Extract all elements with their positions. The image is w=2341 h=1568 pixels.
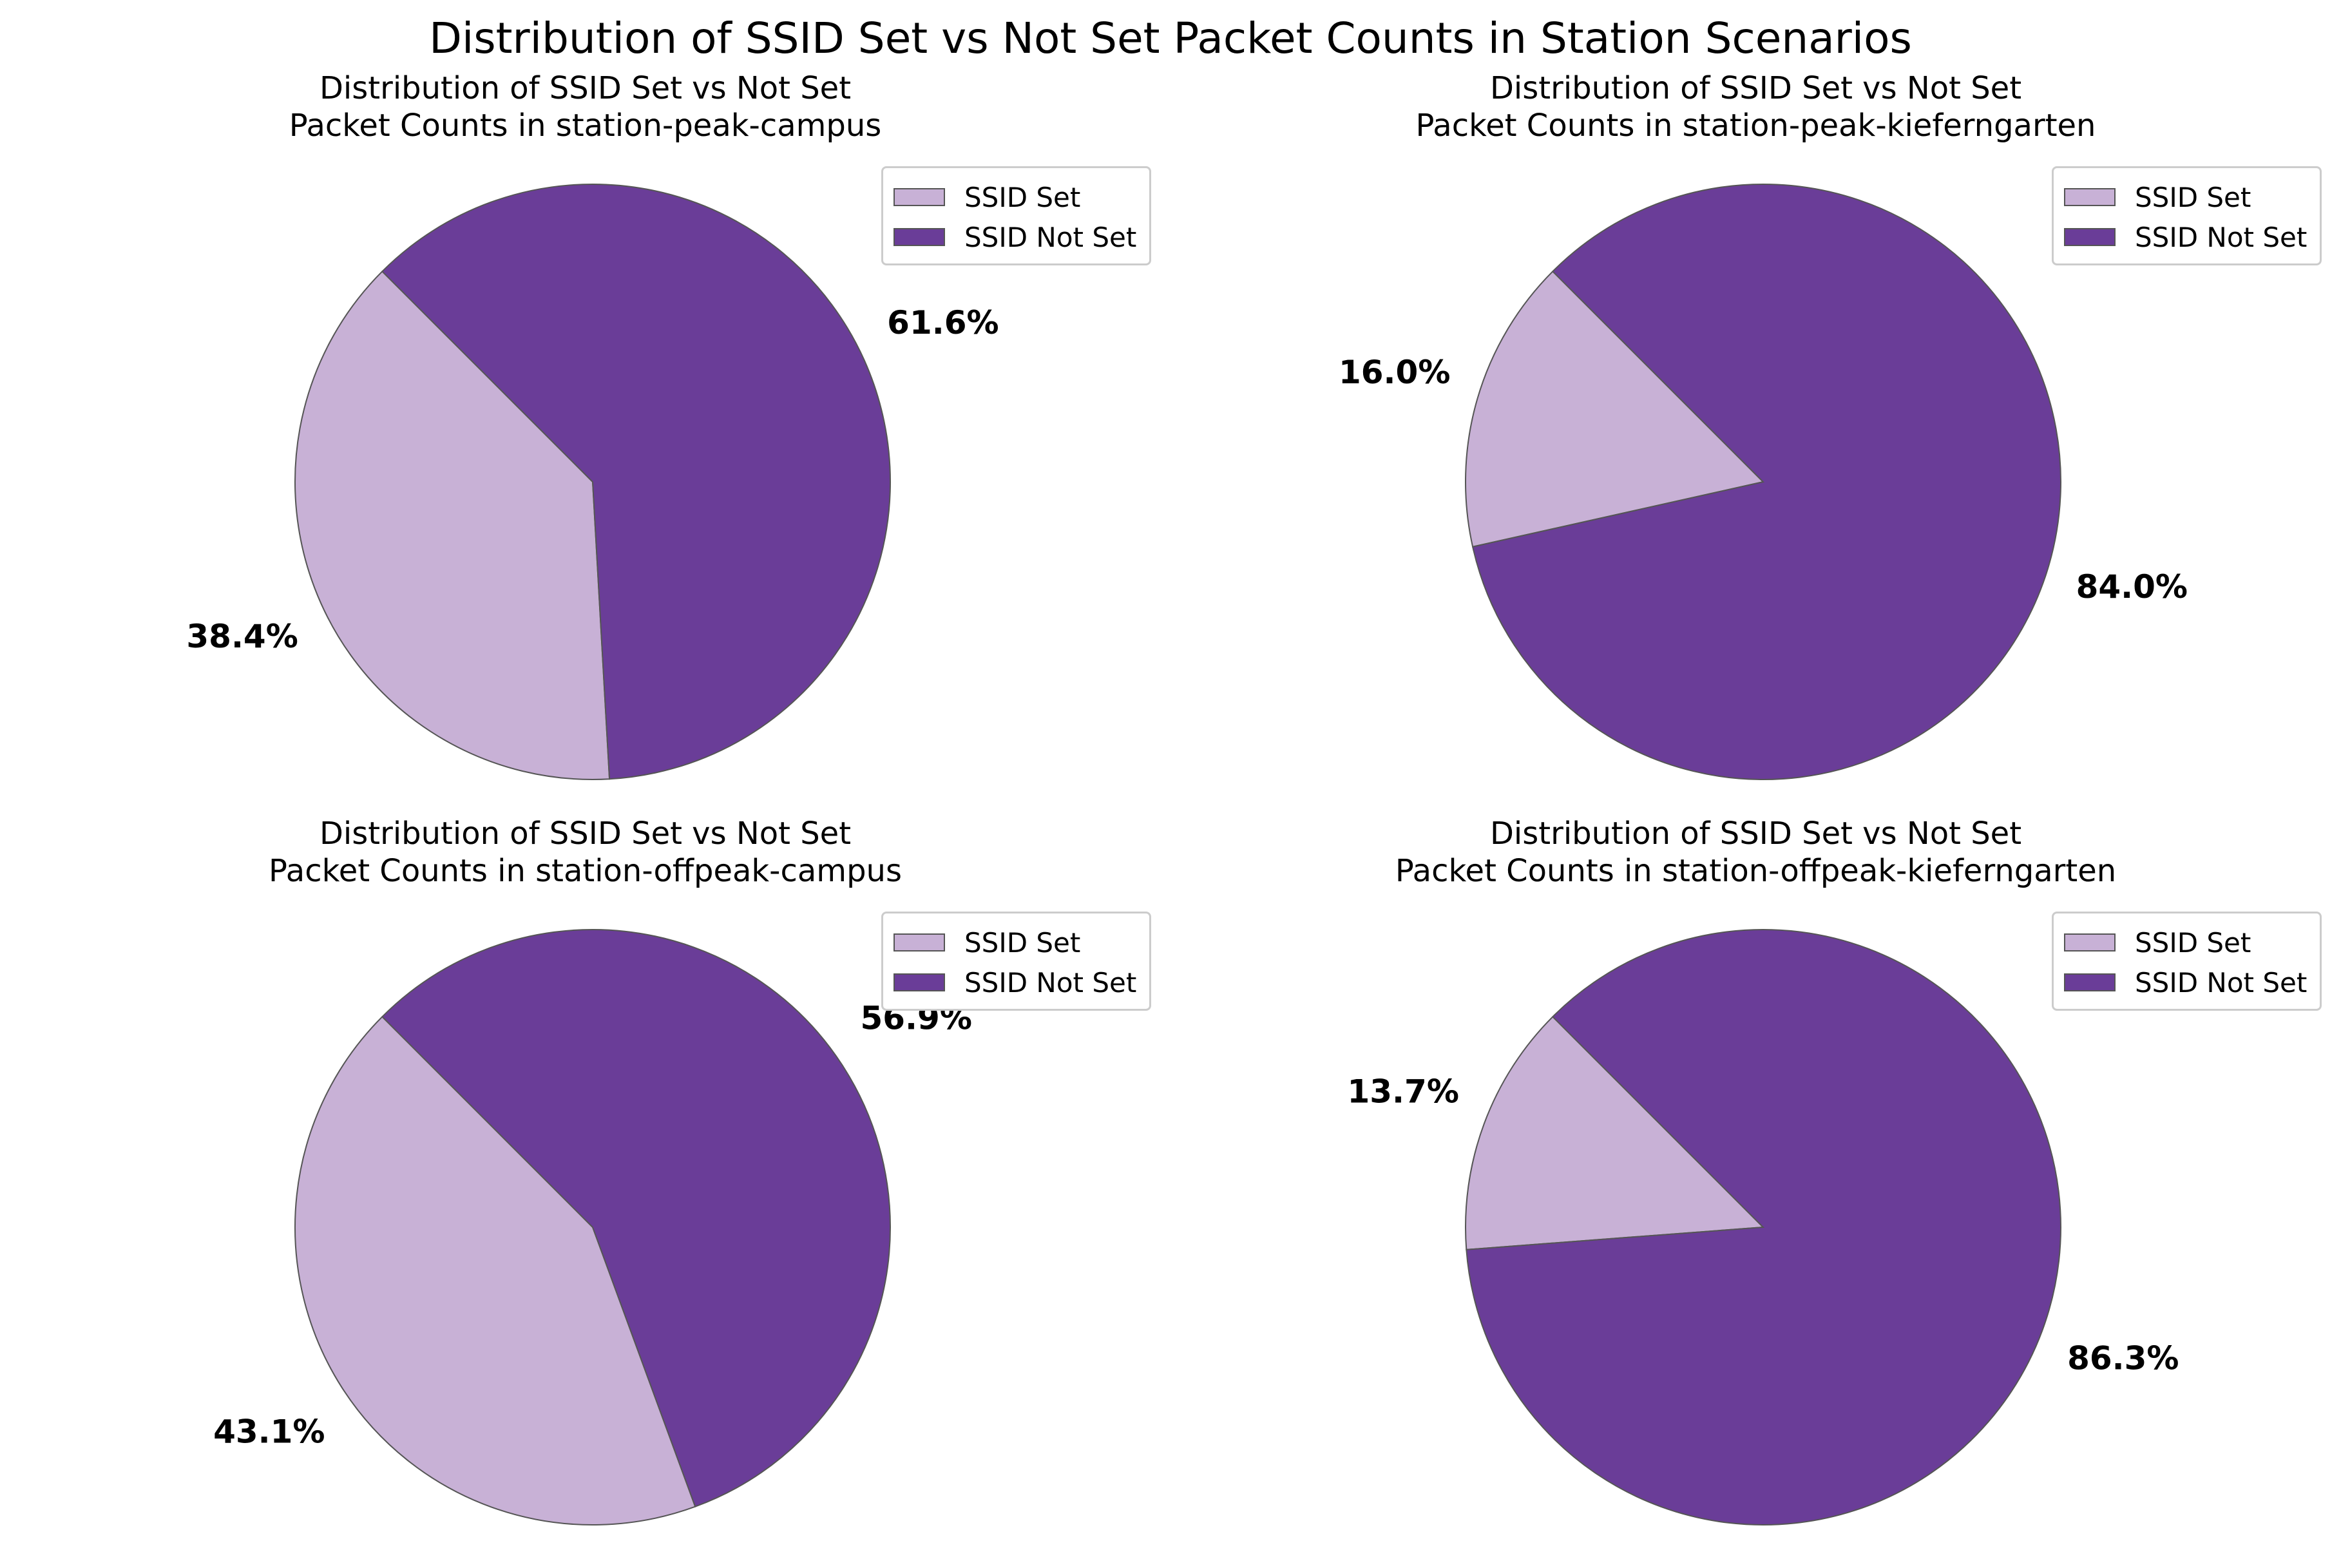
pie-chart: 16.0% 84.0% xyxy=(1339,184,2188,781)
pie-value-label: 13.7% xyxy=(1347,1073,1458,1110)
pie-chart: 38.4% 61.6% xyxy=(186,184,999,780)
pie-slice-ssid-not-set xyxy=(381,929,891,1507)
pie-slice-ssid-not-set xyxy=(1466,929,2061,1525)
pie-value-label: 43.1% xyxy=(213,1413,325,1450)
legend-entry-ssid-set: SSID Set xyxy=(893,923,1136,962)
pie-slice-ssid-not-set xyxy=(1471,184,2061,781)
legend-swatch-ssid-not-set xyxy=(893,973,945,991)
panel-title: Distribution of SSID Set vs Not Set Pack… xyxy=(0,70,1170,144)
legend-label: SSID Not Set xyxy=(2135,966,2308,999)
legend-entry-ssid-set: SSID Set xyxy=(2064,923,2307,962)
legend-entry-ssid-set: SSID Set xyxy=(893,177,1136,217)
pie-chart: 13.7% 86.3% xyxy=(1347,929,2179,1525)
legend-swatch-ssid-set xyxy=(2064,188,2116,206)
panel-title: Distribution of SSID Set vs Not Set Pack… xyxy=(1170,70,2341,144)
legend-label: SSID Set xyxy=(964,181,1081,213)
panel-title-line1: Distribution of SSID Set vs Not Set xyxy=(319,70,852,106)
legend-label: SSID Not Set xyxy=(964,966,1137,999)
legend: SSID Set SSID Not Set xyxy=(2052,912,2322,1011)
pie-panel-offpeak-kieferngarten: Distribution of SSID Set vs Not Set Pack… xyxy=(1170,815,2341,1562)
pie-panel-offpeak-campus: Distribution of SSID Set vs Not Set Pack… xyxy=(0,815,1170,1562)
panel-title-line1: Distribution of SSID Set vs Not Set xyxy=(319,816,852,852)
legend-swatch-ssid-set xyxy=(2064,933,2116,951)
panel-title-line1: Distribution of SSID Set vs Not Set xyxy=(1489,70,2022,106)
pie-slice-ssid-not-set xyxy=(381,184,892,780)
legend-entry-ssid-not-set: SSID Not Set xyxy=(2064,217,2307,257)
pie-value-label: 38.4% xyxy=(186,618,298,655)
pie-panel-peak-campus: Distribution of SSID Set vs Not Set Pack… xyxy=(0,70,1170,817)
figure-title: Distribution of SSID Set vs Not Set Pack… xyxy=(429,14,1912,63)
pie-value-label: 84.0% xyxy=(2076,568,2188,606)
legend-label: SSID Set xyxy=(2135,926,2251,959)
legend-swatch-ssid-set xyxy=(893,188,945,206)
legend-label: SSID Set xyxy=(2135,181,2251,213)
pie-slice-ssid-set xyxy=(294,270,611,780)
legend-swatch-ssid-not-set xyxy=(2064,228,2116,246)
legend-swatch-ssid-set xyxy=(893,933,945,951)
legend: SSID Set SSID Not Set xyxy=(2052,166,2322,265)
legend-entry-ssid-not-set: SSID Not Set xyxy=(2064,962,2307,1002)
panel-title-line2: Packet Counts in station-offpeak-campus xyxy=(269,853,902,889)
pie-panel-peak-kieferngarten: Distribution of SSID Set vs Not Set Pack… xyxy=(1170,70,2341,817)
panel-title: Distribution of SSID Set vs Not Set Pack… xyxy=(0,815,1170,890)
pie-chart: 43.1%56.9% xyxy=(213,929,972,1526)
pie-slice-ssid-set xyxy=(294,1015,696,1526)
legend-label: SSID Set xyxy=(964,926,1081,959)
pie-value-label: 61.6% xyxy=(887,304,999,341)
legend-entry-ssid-not-set: SSID Not Set xyxy=(893,217,1136,257)
panel-title-line2: Packet Counts in station-peak-campus xyxy=(289,108,882,144)
legend-swatch-ssid-not-set xyxy=(2064,973,2116,991)
legend-label: SSID Not Set xyxy=(2135,221,2308,253)
legend-label: SSID Not Set xyxy=(964,221,1137,253)
panel-title-line2: Packet Counts in station-offpeak-kiefern… xyxy=(1395,853,2117,889)
panel-title: Distribution of SSID Set vs Not Set Pack… xyxy=(1170,815,2341,890)
legend: SSID Set SSID Not Set xyxy=(881,166,1152,265)
legend-entry-ssid-set: SSID Set xyxy=(2064,177,2307,217)
legend: SSID Set SSID Not Set xyxy=(881,912,1152,1011)
pie-value-label: 86.3% xyxy=(2067,1340,2179,1377)
pie-value-label: 16.0% xyxy=(1339,354,1450,391)
legend-swatch-ssid-not-set xyxy=(893,228,945,246)
panel-title-line1: Distribution of SSID Set vs Not Set xyxy=(1489,816,2022,852)
panel-title-line2: Packet Counts in station-peak-kieferngar… xyxy=(1415,108,2096,144)
legend-entry-ssid-not-set: SSID Not Set xyxy=(893,962,1136,1002)
pie-slice-ssid-set xyxy=(1465,270,1764,548)
pie-slice-ssid-set xyxy=(1464,1015,1765,1250)
